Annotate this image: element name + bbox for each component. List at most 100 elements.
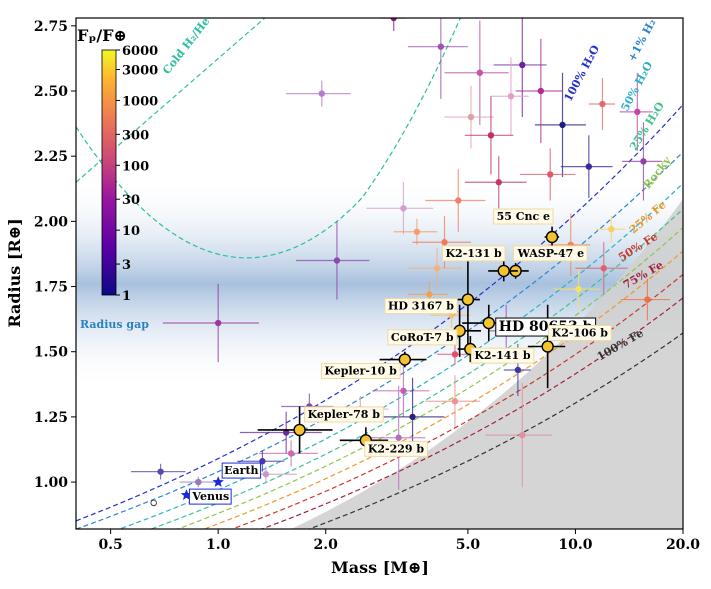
colorbar-gradient xyxy=(101,49,117,296)
bg-planet-point xyxy=(507,93,515,100)
bg-planet-point xyxy=(514,366,522,374)
bg-planet-point xyxy=(195,478,202,486)
bg-planet-point xyxy=(575,285,582,293)
model-label-cold: Cold H₂/He xyxy=(160,15,212,77)
y-tick-label: 2.25 xyxy=(34,149,68,165)
bg-planet-point xyxy=(608,225,615,233)
planet-label: Kepler-10 b xyxy=(324,365,397,378)
radius-gap-label: Radius gap xyxy=(80,318,149,331)
colorbar-tick-label: 100 xyxy=(122,159,149,174)
planet-label: WASP-47 e xyxy=(517,247,585,260)
colorbar-tick-label: 3 xyxy=(122,258,131,273)
bg-planet-point xyxy=(287,450,295,457)
bg-planet-point xyxy=(451,398,459,405)
colorbar-tick-label: 6000 xyxy=(122,44,158,59)
colorbar-tick-label: 1 xyxy=(122,289,131,304)
forbidden-region xyxy=(76,199,683,529)
bg-planet-point xyxy=(476,69,484,76)
bg-planet-point xyxy=(487,132,495,139)
bg-planet-point xyxy=(640,158,647,165)
bg-planet-point xyxy=(400,205,407,212)
model-curve xyxy=(176,227,683,529)
planet-label: Kepler-78 b xyxy=(308,408,381,421)
y-tick-label: 1.25 xyxy=(34,410,68,426)
colorbar-tick-label: 30 xyxy=(122,193,140,208)
planet-label: K2-141 b xyxy=(474,349,531,362)
hl-planet-point xyxy=(482,316,495,330)
x-tick-label: 0.5 xyxy=(98,537,122,553)
colorbar-ticks: 1 3 10 30 100 300 1000 3000 6000 xyxy=(116,44,158,304)
planet-label: K2-229 b xyxy=(368,442,425,455)
model-label: 100% H₂O xyxy=(562,43,603,104)
highlighted-planets xyxy=(257,226,566,454)
bg-planet-point xyxy=(547,171,554,178)
model-label: +1% H₂ xyxy=(625,17,658,64)
solar-planet-label-box xyxy=(221,462,262,479)
bg-planet-point xyxy=(390,18,397,22)
bg-planet-point xyxy=(451,351,459,358)
bg-planet-point xyxy=(150,499,157,507)
bg-planet-point xyxy=(333,257,341,264)
x-tick-label: 2.0 xyxy=(314,537,339,553)
x-tick-label: 10.0 xyxy=(558,537,592,553)
bg-planet-point xyxy=(467,113,475,121)
colorbar-title: Fₚ/F⊕ xyxy=(77,26,127,45)
planet-label-box xyxy=(320,363,401,380)
y-axis-label: Radius [R⊕] xyxy=(5,218,24,327)
model-curve xyxy=(76,151,683,529)
y-axis-ticks: 1.00 1.25 1.50 1.75 2.00 2.25 2.50 2.75 xyxy=(34,19,76,491)
x-axis-ticks: 0.5 1.0 2.0 5.0 10.0 20.0 xyxy=(98,529,700,553)
bg-planet-point xyxy=(262,471,270,478)
y-tick-label: 2.00 xyxy=(34,214,68,230)
model-curve xyxy=(307,332,683,529)
bg-planet-point xyxy=(585,163,593,170)
colorbar-tick-label: 10 xyxy=(122,224,140,239)
model-curve xyxy=(76,18,462,259)
colorbar-tick-label: 1000 xyxy=(122,94,158,109)
colorbar-tick-label: 300 xyxy=(122,128,149,143)
hl-planet-point xyxy=(461,293,475,306)
bg-planet-point xyxy=(519,61,526,69)
bg-planet-point xyxy=(600,265,607,272)
x-tick-label: 1.0 xyxy=(206,537,231,553)
bg-planet-point xyxy=(400,387,407,395)
bg-planet-point xyxy=(495,179,502,186)
planet-label: CoRoT-7 b xyxy=(391,331,454,344)
colorbar: Fₚ/F⊕ 1 3 10 30 100 300 1000 3000 6000 xyxy=(77,26,158,304)
solar-planet-star xyxy=(212,476,224,487)
bg-planet-point xyxy=(519,431,526,439)
model-curve xyxy=(260,297,683,529)
solar-planet-label: Earth xyxy=(224,464,258,477)
hl-planet-point xyxy=(541,340,554,353)
y-tick-label: 1.50 xyxy=(34,345,68,361)
x-tick-label: 20.0 xyxy=(666,537,700,553)
bg-planet-point xyxy=(537,87,545,95)
planet-label-box xyxy=(364,440,428,457)
hl-planet-point xyxy=(293,423,306,437)
planet-label-box xyxy=(304,406,384,423)
solar-planet-label-box xyxy=(188,488,232,505)
planet-label: K2-131 b xyxy=(445,247,502,260)
solar-planet-label: Venus xyxy=(191,490,229,503)
planet-label-box xyxy=(384,298,458,315)
planet-label-box xyxy=(441,245,506,262)
bg-planet-point xyxy=(441,239,448,246)
planet-label: K2-106 b xyxy=(552,327,609,340)
colorbar-tick-label: 3000 xyxy=(122,64,158,79)
planet-label-box xyxy=(513,245,588,262)
planet-label-box xyxy=(387,329,458,346)
y-tick-label: 2.75 xyxy=(34,19,68,35)
planet-label: 55 Cnc e xyxy=(497,210,550,223)
planet-label-box xyxy=(470,347,535,364)
plot-frame xyxy=(75,17,684,530)
planet-label-box xyxy=(493,208,554,225)
bg-planet-point xyxy=(455,197,462,204)
hl-planet-point xyxy=(398,353,412,366)
bg-planet-point xyxy=(318,90,325,97)
planet-label: HD 3167 b xyxy=(388,300,454,313)
bg-planet-point xyxy=(433,265,441,272)
y-tick-label: 2.50 xyxy=(34,84,68,100)
y-tick-label: 1.00 xyxy=(34,475,68,491)
